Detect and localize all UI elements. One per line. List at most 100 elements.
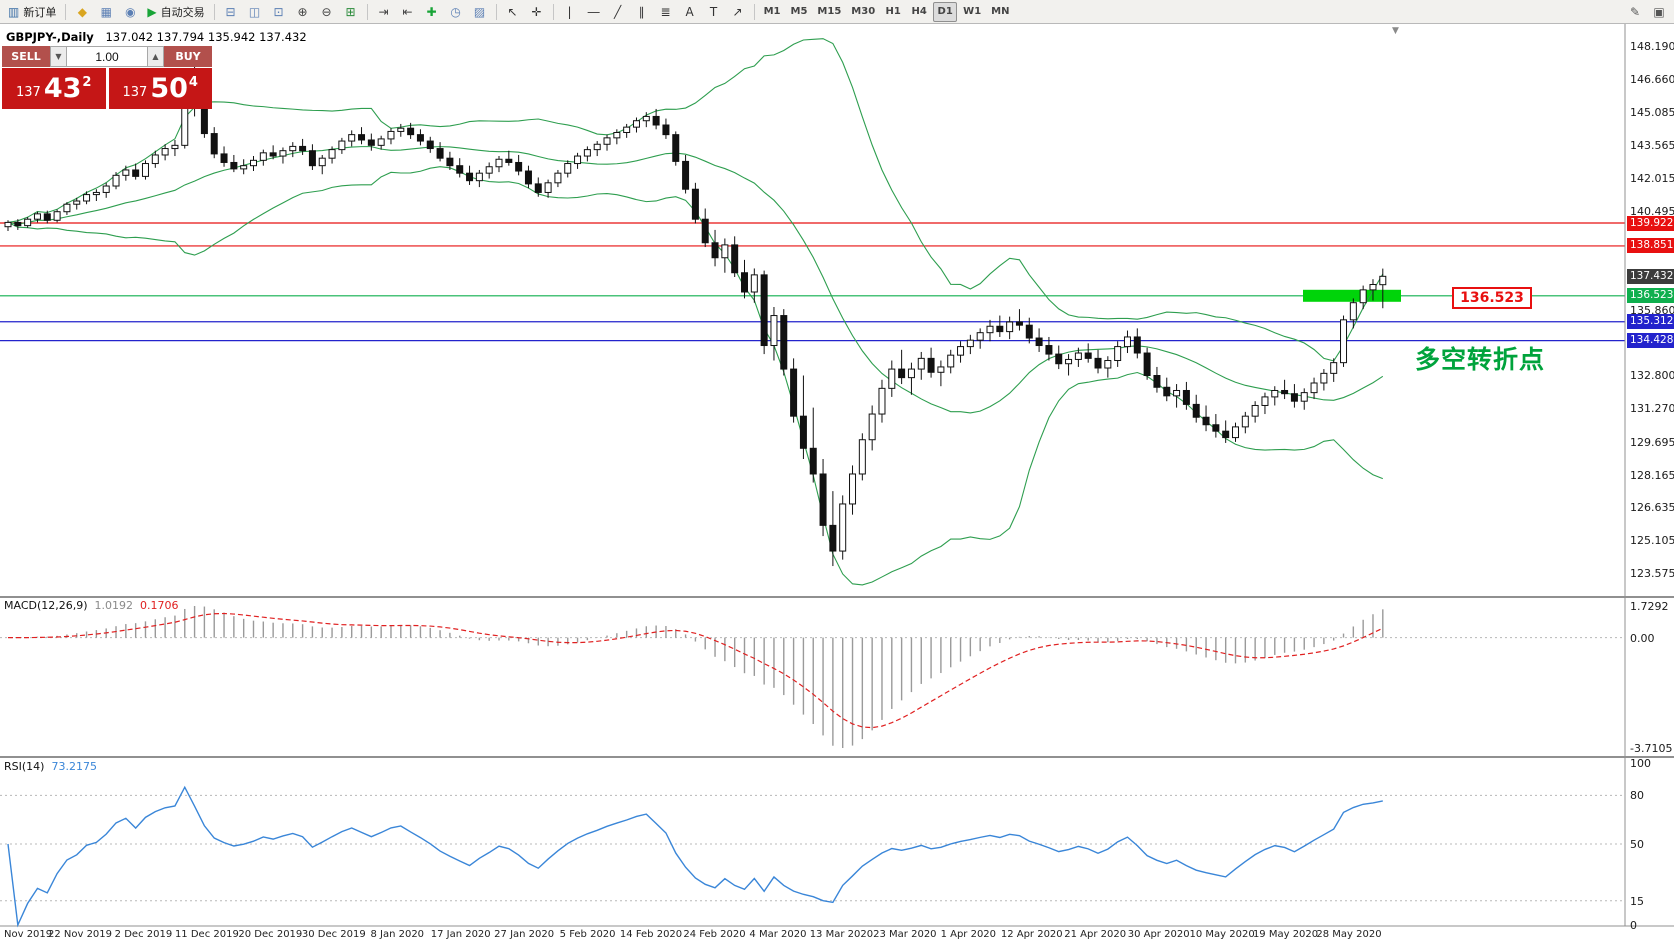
sell-button[interactable]: SELL	[2, 46, 50, 67]
chart-shift-marker-icon: ▼	[1392, 26, 1399, 36]
date-label: 20 Dec 2019	[238, 929, 303, 940]
tf-h1-button[interactable]: H1	[885, 6, 901, 17]
chart-title: GBPJPY-,Daily 137.042 137.794 135.942 13…	[6, 30, 307, 44]
autotrading-button[interactable]: ▶ 自动交易	[143, 2, 208, 22]
auto-scroll-icon: ⇥	[378, 4, 389, 19]
vertical-line-button[interactable]: |	[559, 2, 581, 22]
turning-point-annotation[interactable]: 多空转折点	[1415, 345, 1546, 374]
chart-shift-button[interactable]: ⇤	[397, 2, 419, 22]
metaeditor-icon: ◆	[77, 4, 87, 19]
toolbar-separator	[552, 3, 554, 20]
data-window-icon: ◉	[125, 4, 136, 19]
volume-input[interactable]	[67, 46, 147, 67]
zoom-out-button[interactable]: ⊖	[316, 2, 338, 22]
horizontal-lines[interactable]	[0, 222, 1625, 342]
text-label-button[interactable]: T	[703, 2, 725, 22]
equidistant-channel-button[interactable]: ∥	[631, 2, 653, 22]
periods-icon: ◷	[450, 4, 461, 19]
window-panel-button[interactable]: ▣	[1648, 2, 1670, 22]
tf-m5-button[interactable]: M5	[790, 6, 808, 17]
tile-horizontally-button[interactable]: ◫	[244, 2, 266, 22]
buy-price-sup: 4	[188, 75, 198, 90]
new-order-button[interactable]: ▥ 新订单	[4, 2, 60, 22]
rsi-value: 73.2175	[51, 760, 97, 773]
turning-point-highlight[interactable]	[1303, 289, 1401, 302]
tile-horizontally-icon: ◫	[248, 4, 261, 19]
periods-button[interactable]: ◷	[445, 2, 467, 22]
crosshair-button[interactable]: ✛	[526, 2, 548, 22]
tf-mn-button[interactable]: MN	[991, 6, 1010, 17]
macd-axis-label: -3.7105	[1630, 742, 1673, 755]
horizontal-line-button[interactable]: ―	[583, 2, 605, 22]
price-tag-red: 138.851	[1627, 238, 1674, 254]
buy-button[interactable]: BUY	[164, 46, 212, 67]
tile-windows-button[interactable]: ⊞	[340, 2, 362, 22]
price-axis-label: 131.270	[1630, 402, 1674, 416]
edit-tool-button[interactable]: ✎	[1624, 2, 1646, 22]
price-axis-label: 129.695	[1630, 435, 1674, 449]
rsi-axis-label: 80	[1630, 789, 1644, 803]
trendline-button[interactable]: ╱	[607, 2, 629, 22]
sell-price-big: 43	[43, 73, 82, 104]
crosshair-icon: ✛	[531, 4, 542, 19]
tf-m15-button[interactable]: M15	[817, 6, 842, 17]
cascade-windows-button[interactable]: ⊟	[220, 2, 242, 22]
date-label: 22 Nov 2019	[47, 929, 113, 940]
toolbar-separator	[213, 3, 215, 20]
date-label: 11 Dec 2019	[174, 929, 239, 940]
date-label: 2 Dec 2019	[114, 929, 173, 940]
chart-shift-icon: ⇤	[402, 4, 413, 19]
new-order-label: 新订单	[23, 5, 57, 19]
candlesticks	[4, 51, 1387, 567]
buy-price-prefix: 137	[122, 85, 148, 100]
buy-price-big: 50	[150, 73, 188, 104]
volume-decrease-icon[interactable]: ▼	[50, 46, 67, 67]
toolbar-separator	[495, 3, 497, 20]
fibonacci-button[interactable]: ≣	[655, 2, 677, 22]
zoom-in-button[interactable]: ⊕	[292, 2, 314, 22]
tile-windows-icon: ⊞	[345, 4, 356, 19]
bollinger-bands	[7, 38, 1384, 586]
date-label: 28 May 2020	[1316, 929, 1382, 940]
price-axis-label: 132.800	[1630, 369, 1674, 383]
sell-price-button[interactable]: 137 43 2	[2, 68, 106, 109]
tf-m1-button[interactable]: M1	[763, 6, 781, 17]
rsi-name: RSI(14)	[4, 760, 45, 773]
price-axis-label: 145.085	[1630, 106, 1674, 120]
indicators-button[interactable]: ✚	[421, 2, 443, 22]
rsi-axis-label: 0	[1630, 919, 1637, 932]
templates-button[interactable]: ▨	[469, 2, 491, 22]
cursor-button[interactable]: ↖	[502, 2, 524, 22]
buy-price-button[interactable]: 137 50 4	[108, 68, 212, 109]
tf-h4-button[interactable]: H4	[911, 6, 927, 17]
price-tag-green: 136.523	[1627, 288, 1674, 304]
date-label: 10 May 2020	[1189, 929, 1255, 940]
price-axis-label: 148.190	[1630, 40, 1674, 53]
zoom-out-icon: ⊖	[321, 4, 332, 19]
toolbar: ▥ 新订单 ◆ ▦ ◉ ▶ 自动交易 ⊟ ◫ ⊡ ⊕ ⊖ ⊞ ⇥ ⇤ ✚ ◷ ▨ ↖ ✛ | ― ╱ ∥ ≣ A T ↗ M1 M5 M15…	[0, 0, 1674, 24]
date-label: 1 Apr 2020	[940, 929, 997, 940]
date-label: 23 Mar 2020	[873, 929, 937, 940]
toolbar-separator	[65, 3, 67, 20]
tf-d1-button[interactable]: D1	[933, 1, 958, 22]
tile-vertically-button[interactable]: ⊡	[268, 2, 290, 22]
rsi-level-lines	[0, 794, 1625, 902]
metaeditor-button[interactable]: ◆	[71, 2, 93, 22]
macd-histogram	[17, 606, 1384, 748]
market-watch-button[interactable]: ▦	[95, 2, 117, 22]
rsi-axis-label: 50	[1630, 838, 1644, 851]
arrows-button[interactable]: ↗	[727, 2, 749, 22]
volume-increase-icon[interactable]: ▲	[147, 46, 164, 67]
text-button[interactable]: A	[679, 2, 701, 22]
sell-price-prefix: 137	[16, 85, 41, 100]
tf-m30-button[interactable]: M30	[851, 6, 876, 17]
price-tag-price: 137.432	[1627, 268, 1674, 284]
data-window-button[interactable]: ◉	[119, 2, 141, 22]
auto-scroll-button[interactable]: ⇥	[373, 2, 395, 22]
date-label: 4 Mar 2020	[749, 929, 807, 940]
sell-price-sup: 2	[82, 75, 92, 90]
price-level-callout[interactable]: 136.523	[1452, 287, 1532, 309]
tf-w1-button[interactable]: W1	[963, 6, 982, 17]
toolbar-separator	[753, 3, 755, 20]
date-label: 5 Feb 2020	[559, 929, 616, 940]
